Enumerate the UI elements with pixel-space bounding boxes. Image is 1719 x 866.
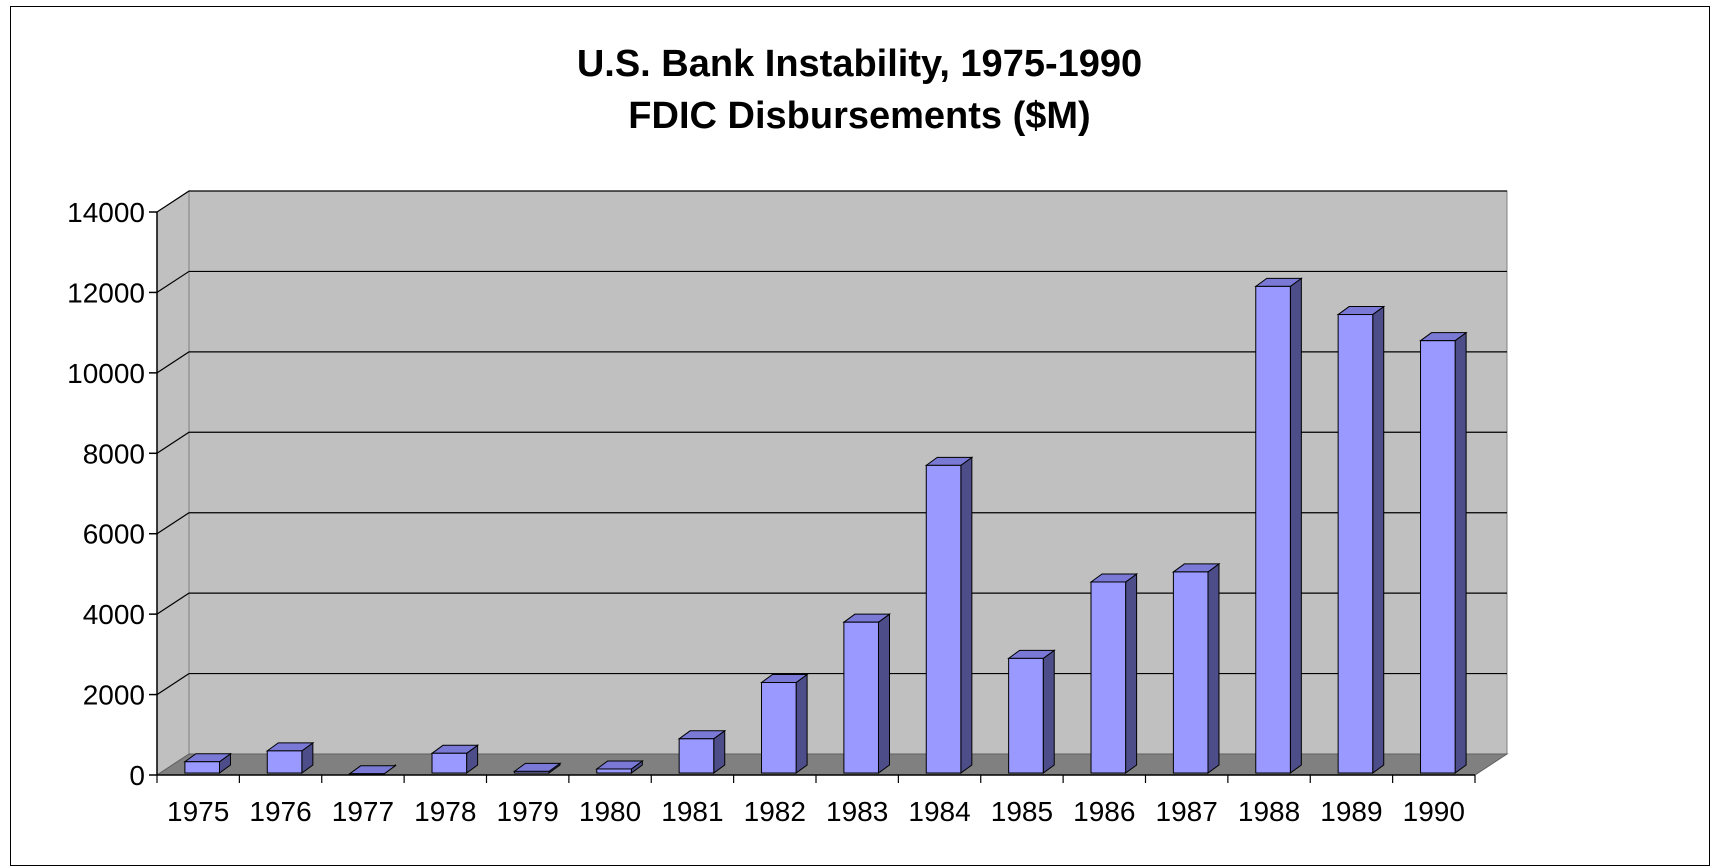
bar-side xyxy=(877,613,890,774)
bar xyxy=(1171,562,1221,774)
chart-title-block: U.S. Bank Instability, 1975-1990 FDIC Di… xyxy=(0,38,1719,142)
x-tick-label: 1989 xyxy=(1320,796,1382,827)
bar-front xyxy=(1420,340,1456,774)
x-tick-label: 1978 xyxy=(414,796,476,827)
gridline xyxy=(156,190,1507,213)
bar xyxy=(1254,277,1303,774)
gridline xyxy=(156,270,1507,293)
bar xyxy=(1089,572,1139,774)
bar-front xyxy=(1090,581,1127,774)
bar xyxy=(842,613,892,774)
y-tick-label: 10000 xyxy=(67,358,145,389)
x-tick-labels: 1975 1976 1977 1978 1979 1980 1981 1982 1983 1984… xyxy=(167,796,1465,827)
chart-subtitle: FDIC Disbursements ($M) xyxy=(628,95,1091,137)
bar xyxy=(183,752,233,774)
bar-front xyxy=(1337,314,1374,774)
x-tick-label: 1982 xyxy=(744,796,806,827)
bar-side xyxy=(1207,562,1220,774)
chart-title: U.S. Bank Instability, 1975-1990 xyxy=(576,43,1143,85)
bar-front xyxy=(925,464,962,774)
y-tick-labels: 0 2000 4000 6000 8000 10000 12000 14000 xyxy=(67,197,145,791)
gridline xyxy=(156,512,1507,535)
bar-front xyxy=(1172,571,1209,774)
bar xyxy=(1336,305,1386,774)
x-tick-label: 1975 xyxy=(167,796,229,827)
gridline xyxy=(156,351,1507,374)
bar-front xyxy=(266,750,303,774)
bar-side xyxy=(1042,649,1055,774)
x-tick-label: 1986 xyxy=(1073,796,1135,827)
x-tick-label: 1984 xyxy=(908,796,970,827)
y-tick-label: 4000 xyxy=(83,599,145,630)
x-tick-label: 1990 xyxy=(1403,796,1465,827)
axes xyxy=(149,211,1476,783)
y-tick-label: 6000 xyxy=(83,519,145,550)
y-tick-label: 2000 xyxy=(83,680,145,711)
x-tick-label: 1981 xyxy=(661,796,723,827)
bar-front xyxy=(1008,657,1044,774)
x-tick-label: 1977 xyxy=(332,796,394,827)
bar-front xyxy=(678,738,715,774)
bar-front xyxy=(596,768,632,774)
x-tick-label: 1985 xyxy=(991,796,1053,827)
chart-walls xyxy=(155,190,1509,776)
x-tick-label: 1987 xyxy=(1156,796,1218,827)
y-tick-label: 8000 xyxy=(83,438,145,469)
y-tick-label: 0 xyxy=(129,760,145,791)
bar-front xyxy=(431,752,468,774)
x-tick-label: 1988 xyxy=(1238,796,1300,827)
bar xyxy=(348,764,397,775)
bar xyxy=(265,741,315,774)
x-tick-label: 1979 xyxy=(497,796,559,827)
gridlines xyxy=(156,190,1507,696)
bar-side xyxy=(960,456,973,774)
bar-front xyxy=(184,761,220,774)
bar-side xyxy=(1289,277,1302,774)
bars xyxy=(183,277,1468,775)
bar xyxy=(1418,331,1468,774)
bar-front xyxy=(513,770,550,774)
x-tick-label: 1983 xyxy=(826,796,888,827)
y-tick-label: 14000 xyxy=(67,197,145,228)
x-tick-label: 1976 xyxy=(249,796,311,827)
bar xyxy=(924,456,974,774)
bar xyxy=(1007,649,1056,774)
bar xyxy=(430,744,480,774)
bar-front xyxy=(1255,285,1291,774)
bar xyxy=(595,759,644,774)
x-tick-label: 1980 xyxy=(579,796,641,827)
bar-side xyxy=(795,673,808,774)
bar xyxy=(759,673,809,774)
bar-front xyxy=(349,773,385,775)
bar-side xyxy=(1372,305,1385,774)
bar-front xyxy=(843,621,879,774)
bar-side xyxy=(1454,331,1467,774)
bar-front xyxy=(761,682,797,774)
bar-side xyxy=(1125,572,1138,774)
y-tick-label: 12000 xyxy=(67,277,145,308)
gridline xyxy=(156,672,1507,696)
bar xyxy=(677,729,727,774)
bar xyxy=(512,762,562,774)
gridline xyxy=(156,592,1507,615)
gridline xyxy=(156,431,1507,454)
side-wall xyxy=(156,190,190,776)
